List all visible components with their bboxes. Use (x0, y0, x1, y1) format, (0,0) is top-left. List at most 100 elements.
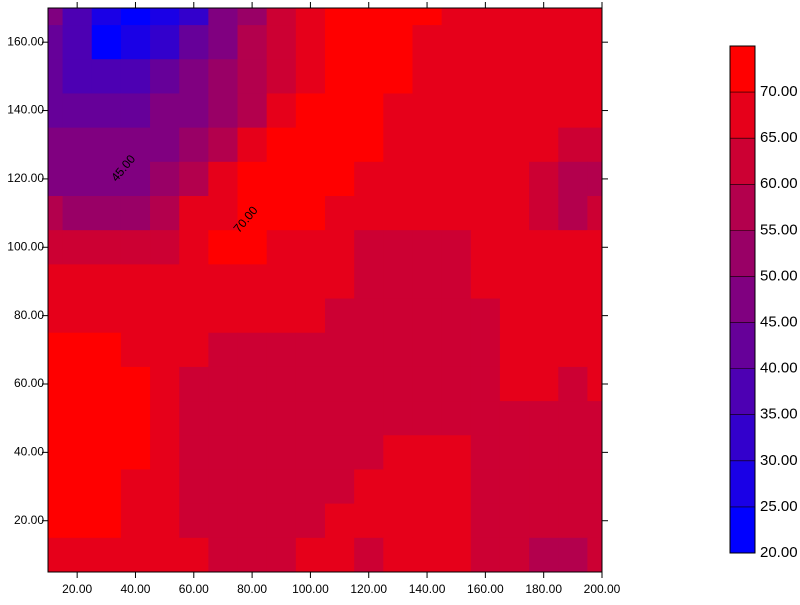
contour-cell (470, 230, 501, 265)
contour-cell (91, 161, 122, 197)
contour-cell (529, 332, 559, 368)
contour-cell (558, 298, 589, 334)
contour-cell (499, 59, 530, 95)
colorbar-tick-label: 45.00 (760, 314, 798, 331)
contour-cell (179, 8, 209, 26)
contour-cell (412, 435, 443, 471)
contour-cell (266, 264, 297, 300)
contour-cell (295, 161, 326, 197)
colorbar-band (730, 184, 755, 231)
contour-cell (558, 537, 589, 572)
contour-cell (208, 469, 239, 505)
contour-cell (48, 435, 64, 471)
contour-cell (120, 93, 151, 129)
contour-cell (499, 264, 530, 300)
colorbar-tick-label: 55.00 (760, 221, 798, 238)
contour-cell (62, 196, 93, 231)
contour-cell (412, 503, 443, 539)
contour-cell (295, 59, 326, 95)
contour-cell (325, 161, 355, 197)
colorbar-tick-label: 25.00 (760, 498, 798, 515)
contour-cell (529, 503, 559, 539)
contour-cell (587, 264, 602, 300)
contour-cell (325, 366, 355, 402)
contour-cell (587, 332, 602, 368)
contour-cell (91, 264, 122, 300)
contour-cell (48, 59, 64, 95)
contour-cell (237, 161, 268, 197)
contour-cell (62, 264, 93, 300)
contour-cell (120, 59, 151, 95)
contour-cell (499, 401, 530, 436)
contour-cell (325, 298, 355, 334)
contour-cell (150, 161, 180, 197)
contour-cell (383, 8, 414, 26)
contour-cell (412, 264, 443, 300)
contour-cell (179, 59, 209, 95)
contour-cell (91, 59, 122, 95)
contour-cell (91, 469, 122, 505)
contour-cell (237, 332, 268, 368)
contour-cell (179, 264, 209, 300)
contour-cell (470, 537, 501, 572)
x-tick-label: 60.00 (179, 582, 209, 596)
contour-cell (150, 332, 180, 368)
contour-cell (529, 161, 559, 197)
contour-cell (62, 469, 93, 505)
contour-cell (208, 332, 239, 368)
contour-cell (120, 196, 151, 231)
contour-cell (558, 127, 589, 163)
x-tick-label: 180.00 (525, 582, 562, 596)
contour-cell (62, 59, 93, 95)
contour-cell (587, 196, 602, 231)
contour-cell (383, 332, 414, 368)
contour-cell (587, 8, 602, 26)
contour-cell (441, 469, 472, 505)
contour-cell (91, 435, 122, 471)
contour-cell (150, 93, 180, 129)
contour-cell (179, 196, 209, 231)
contour-cell (470, 93, 501, 129)
contour-cell (470, 298, 501, 334)
contour-cell (383, 161, 414, 197)
contour-cell (120, 503, 151, 539)
contour-cell (62, 25, 93, 60)
colorbar-tick-label: 30.00 (760, 452, 798, 469)
contour-cell (295, 298, 326, 334)
contour-cell (470, 8, 501, 26)
contour-cell (412, 196, 443, 231)
contour-cell (441, 435, 472, 471)
contour-cell (48, 196, 64, 231)
contour-cell (150, 8, 180, 26)
contour-cell (441, 298, 472, 334)
contour-cell (48, 93, 64, 129)
contour-cell (354, 298, 384, 334)
contour-cell (587, 298, 602, 334)
contour-cell (558, 59, 589, 95)
contour-cell (48, 8, 64, 26)
contour-cell (325, 264, 355, 300)
contour-cell (179, 435, 209, 471)
contour-cell (412, 401, 443, 436)
contour-cell (237, 59, 268, 95)
contour-cell (150, 264, 180, 300)
contour-cell (295, 332, 326, 368)
contour-cell (237, 264, 268, 300)
contour-cell (237, 8, 268, 26)
colorbar-band (730, 506, 755, 554)
contour-cell (62, 503, 93, 539)
y-tick-label: 100.00 (7, 239, 44, 253)
contour-cell (499, 366, 530, 402)
y-tick-label: 40.00 (14, 445, 44, 459)
contour-cell (325, 503, 355, 539)
contour-cell (91, 401, 122, 436)
contour-cell (208, 59, 239, 95)
x-tick-label: 20.00 (62, 582, 92, 596)
contour-cell (587, 401, 602, 436)
contour-cell (62, 127, 93, 163)
contour-cell (120, 435, 151, 471)
contour-cell (62, 8, 93, 26)
contour-cell (354, 93, 384, 129)
contour-cell (237, 366, 268, 402)
contour-cell (558, 93, 589, 129)
